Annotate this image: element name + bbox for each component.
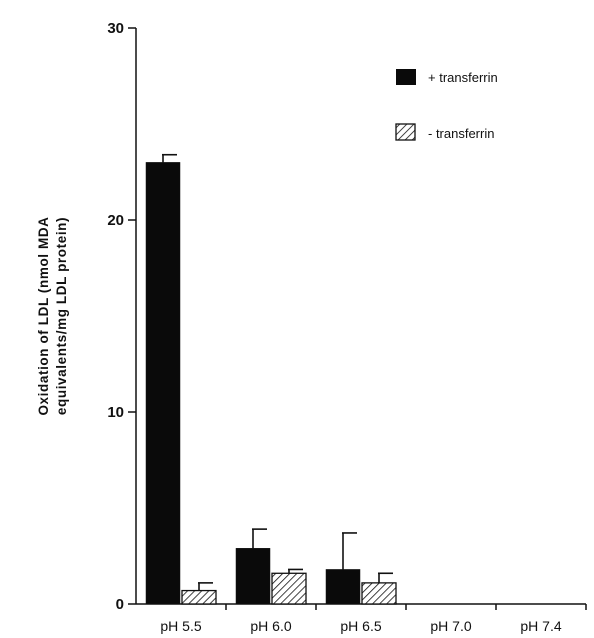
- axes: [135, 28, 586, 605]
- x-tick-label: pH 6.0: [250, 618, 291, 634]
- legend-swatch-plus-transferrin: [396, 69, 416, 85]
- legend-label-minus-transferrin: - transferrin: [428, 126, 494, 141]
- x-tick-label: pH 7.4: [520, 618, 561, 634]
- bar-minus-transferrin: [271, 572, 307, 605]
- legend: + transferrin - transferrin: [395, 69, 498, 141]
- x-tick-label: pH 7.0: [430, 618, 471, 634]
- legend-swatch-minus-transferrin: [395, 123, 416, 141]
- bar-plus-transferrin: [235, 548, 271, 605]
- x-ticks: pH 5.5 pH 6.0 pH 6.5 pH 7.0 pH 7.4: [160, 604, 587, 634]
- y-axis-label-line2: equivalents/mg LDL protein): [54, 217, 69, 415]
- x-tick-label: pH 5.5: [160, 618, 201, 634]
- y-tick-label: 0: [116, 596, 124, 613]
- bar-plus-transferrin: [325, 569, 361, 605]
- y-ticks: 0 10 20 30: [107, 20, 136, 613]
- bars: [145, 162, 397, 605]
- y-tick-label: 20: [107, 212, 124, 229]
- error-bars: [162, 153, 393, 591]
- bar-minus-transferrin: [181, 589, 217, 605]
- legend-label-plus-transferrin: + transferrin: [428, 70, 498, 85]
- y-tick-label: 30: [107, 20, 124, 37]
- bar-minus-transferrin: [361, 582, 397, 605]
- y-axis-label: Oxidation of LDL (nmol MDA equivalents/m…: [36, 216, 69, 415]
- y-axis-label-line1: Oxidation of LDL (nmol MDA: [36, 216, 51, 415]
- y-tick-label: 10: [107, 404, 124, 421]
- x-tick-label: pH 6.5: [340, 618, 381, 634]
- bar-plus-transferrin: [145, 162, 181, 605]
